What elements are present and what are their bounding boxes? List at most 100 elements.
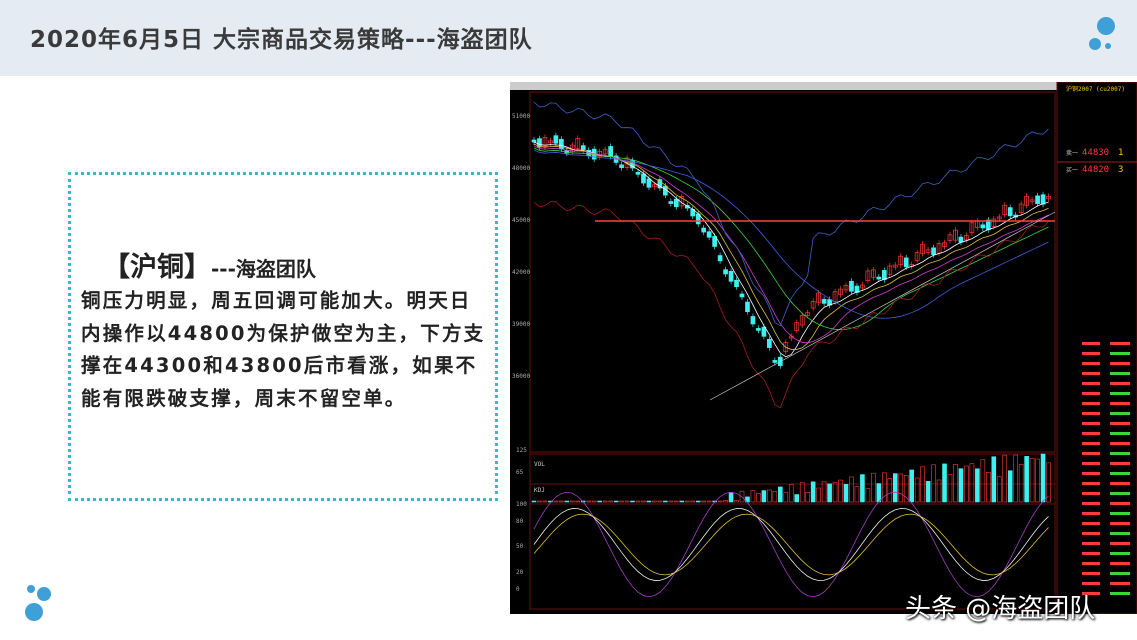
volume-bar (756, 493, 761, 503)
tick-row-price (1082, 552, 1100, 555)
candlestick (745, 301, 750, 313)
candlestick (723, 269, 728, 275)
tick-row-change (1110, 572, 1130, 575)
candlestick (1007, 207, 1013, 217)
price-panel-frame (529, 91, 1056, 453)
boll-upper-band (533, 101, 1049, 327)
tick-row-change (1110, 442, 1130, 445)
volume-label: VOL (534, 461, 545, 468)
volume-bar (1002, 454, 1008, 503)
candlestick (717, 255, 723, 262)
kline-chart: 51000 48000 45000 42000 39000 36000 125 65 100 80… (510, 81, 1137, 615)
card-body: 铜压力明显，周五回调可能加大。明天日内操作以44800为保护做空为主，下方支撑在… (81, 289, 486, 410)
candlestick (767, 338, 772, 348)
volume-bar (903, 475, 909, 503)
volume-bar (892, 473, 898, 503)
candlestick (969, 222, 975, 234)
volume-bar (591, 500, 597, 503)
tick-row-price (1082, 412, 1100, 415)
tick-row-price (1082, 452, 1100, 455)
volume-bar (843, 484, 849, 503)
volume-bar (996, 476, 1002, 503)
volume-bar (991, 456, 997, 503)
volume-bar (986, 472, 991, 503)
volume-bar (690, 500, 696, 503)
title-bar (510, 82, 1137, 90)
slide-header: 2020年6月5日 大宗商品交易策略---海盗团队 (0, 0, 1137, 76)
tick-row-change (1110, 382, 1130, 385)
volume-bar (953, 464, 958, 503)
candlestick (871, 269, 876, 278)
candlestick (1018, 203, 1024, 214)
strategy-card: 【沪铜】---海盗团队 铜压力明显，周五回调可能加大。明天日内操作以44800为… (68, 172, 498, 501)
candlestick (810, 301, 816, 309)
volume-bar (936, 479, 942, 503)
candlestick (1040, 194, 1046, 205)
tick-row-change (1110, 592, 1130, 595)
moving-average-line (533, 147, 1049, 331)
candlestick (849, 280, 854, 292)
candlestick (887, 265, 893, 275)
kdj-tick: 50 (516, 543, 524, 550)
tick-row-change (1110, 482, 1130, 485)
quote-panel (1056, 81, 1137, 615)
kdj-tick: 100 (516, 501, 527, 508)
volume-bar (728, 492, 734, 503)
price-tick: 42000 (512, 269, 530, 276)
price-tick: 36000 (512, 373, 530, 380)
volume-bar (958, 468, 964, 503)
tick-row-change (1110, 532, 1130, 535)
volume-bar (799, 482, 805, 503)
ask1-price: 44830 (1082, 148, 1109, 158)
candlestick (602, 149, 608, 155)
volume-bar (734, 500, 739, 503)
volume-bar (810, 481, 816, 503)
price-tick: 39000 (512, 321, 530, 328)
candlestick (881, 270, 887, 280)
candlestick (783, 342, 789, 352)
boll-lower-band (533, 201, 1049, 409)
volume-bar (739, 490, 745, 503)
candlestick (657, 179, 663, 189)
volume-bar (542, 500, 548, 503)
kdj-j-line (533, 491, 1049, 598)
candlestick (816, 292, 821, 304)
candlestick (619, 164, 624, 169)
candlestick (701, 227, 707, 233)
trading-chart-screenshot: 51000 48000 45000 42000 39000 36000 125 65 100 80… (510, 81, 1137, 615)
tick-row-change (1110, 402, 1130, 405)
tick-row-price (1082, 402, 1100, 405)
volume-bar (887, 478, 893, 503)
tick-row-change (1110, 362, 1130, 365)
moving-average-line (533, 149, 1049, 319)
water-drop-icon (25, 585, 51, 621)
volume-bar (723, 500, 728, 503)
tick-row-price (1082, 372, 1100, 375)
candlestick (799, 315, 805, 326)
tick-row-price (1082, 392, 1100, 395)
candlestick (712, 236, 717, 247)
tick-row-price (1082, 562, 1100, 565)
volume-bar (750, 490, 756, 503)
candlestick (1035, 195, 1040, 205)
moving-average-line (533, 145, 1049, 344)
tick-row-change (1110, 412, 1130, 415)
candlestick (750, 316, 756, 325)
candlestick (854, 285, 860, 293)
volume-bar (695, 500, 701, 503)
volume-bar (586, 500, 592, 503)
candlestick (920, 243, 925, 255)
volume-bar (684, 500, 690, 503)
volume-bar (553, 500, 559, 503)
candlestick (553, 135, 559, 144)
candlestick (991, 218, 997, 227)
volume-bar (882, 472, 887, 503)
volume-bar (898, 473, 904, 503)
volume-panel-frame (529, 453, 1056, 505)
kdj-tick: 0 (516, 586, 520, 593)
card-heading-team: ---海盗团队 (211, 257, 316, 281)
kdj-panel-frame (529, 483, 1056, 610)
moving-average-line (533, 143, 1049, 350)
candlestick (892, 264, 898, 268)
tick-row-change (1110, 582, 1130, 585)
